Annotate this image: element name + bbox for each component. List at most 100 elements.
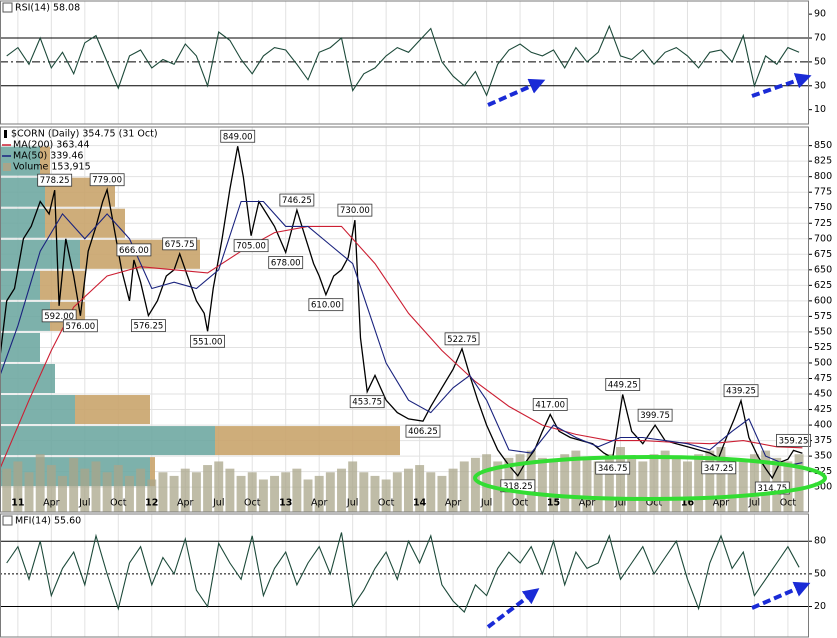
annotation-label: 666.00	[119, 246, 149, 256]
volume-bar	[24, 472, 34, 512]
y-tick-label: 825	[814, 156, 832, 167]
annotation-label: 314.75	[757, 484, 787, 494]
x-tick-label: Oct	[780, 498, 797, 509]
volume-bar	[35, 454, 45, 512]
annotation-box	[444, 332, 480, 346]
volume-bar	[370, 475, 380, 512]
volume-bar	[794, 454, 804, 512]
annotation-label: 730.00	[340, 206, 370, 216]
volume-by-price-up	[0, 301, 50, 331]
volume-bar	[292, 468, 302, 512]
y-tick-label: 800	[814, 171, 832, 182]
y-tick-label: 10	[814, 104, 826, 115]
y-tick-label: 850	[814, 140, 832, 151]
annotation-box	[349, 395, 385, 409]
annotation-label: 849.00	[223, 132, 253, 142]
annotation-label: 705.00	[236, 242, 266, 252]
annotation-box	[637, 408, 673, 422]
y-tick-label: 475	[814, 373, 832, 384]
annotation-label: 779.00	[92, 176, 122, 186]
panel-border	[0, 513, 809, 638]
title-icon	[4, 130, 7, 138]
y-tick-label: 50	[814, 56, 826, 67]
volume-bar	[392, 472, 402, 512]
volume-by-price-up	[0, 426, 215, 456]
volume-bar	[694, 454, 704, 512]
volume-bar	[627, 457, 637, 512]
y-tick-label: 675	[814, 249, 832, 260]
volume-bar	[102, 472, 112, 512]
volume-bar	[158, 472, 168, 512]
volume-bar	[258, 479, 268, 512]
y-tick-label: 525	[814, 342, 832, 353]
volume-bar	[281, 472, 291, 512]
volume-bar	[604, 454, 614, 512]
annotation-box	[62, 319, 98, 333]
annotation-label: 576.00	[65, 322, 95, 332]
annotation-label: 399.75	[640, 411, 670, 421]
x-tick-label: Oct	[646, 498, 663, 509]
annotation-label: 359.25	[779, 436, 809, 446]
annotation-box	[268, 256, 304, 269]
x-tick-label: 14	[413, 498, 427, 509]
annotation-box	[233, 239, 269, 253]
volume-bar	[537, 457, 547, 512]
x-tick-label: Apr	[579, 498, 596, 509]
volume-bar	[270, 475, 280, 512]
annotation-box	[405, 424, 441, 438]
x-tick-label: Jul	[212, 498, 224, 509]
series-line	[0, 225, 803, 469]
volume-bar	[437, 475, 447, 512]
panel-background	[0, 1, 808, 124]
volume-bar	[683, 461, 692, 512]
volume-bar	[180, 468, 190, 512]
y-tick-label: 500	[814, 357, 832, 368]
panel-border	[0, 126, 809, 513]
volume-bar	[303, 479, 313, 512]
volume-by-price-up	[0, 239, 80, 269]
volume-bar	[58, 475, 67, 512]
y-tick-label: 90	[814, 9, 826, 20]
arrow	[487, 78, 546, 107]
x-tick-label: Jul	[614, 498, 626, 509]
arrow	[751, 581, 811, 610]
y-tick-label: 725	[814, 218, 832, 229]
y-tick-label: 425	[814, 404, 832, 415]
volume-bar	[582, 457, 592, 512]
annotation-label: 610.00	[311, 301, 341, 311]
y-tick-label: 300	[814, 482, 832, 493]
volume-by-price-down	[75, 395, 150, 425]
x-tick-label: Jul	[78, 498, 90, 509]
volume-bar	[749, 454, 759, 512]
volume-bar	[2, 468, 12, 512]
volume-bar	[225, 468, 235, 512]
annotation-label: 675.75	[165, 240, 195, 250]
annotation-box	[723, 384, 759, 398]
annotations-overlay	[473, 73, 827, 629]
annotation-box	[131, 319, 166, 333]
annotation-box	[89, 173, 125, 187]
x-tick-label: Apr	[43, 498, 60, 509]
y-tick-label: 350	[814, 451, 832, 462]
volume-bar	[482, 454, 492, 512]
volume-by-price-up	[0, 208, 45, 238]
x-tick-label: Apr	[177, 498, 194, 509]
volume-bar	[571, 450, 581, 512]
y-tick-label: 375	[814, 435, 832, 446]
title-icon	[2, 515, 13, 526]
x-tick-label: Apr	[311, 498, 328, 509]
volume-bar	[727, 457, 737, 512]
volume-bar	[191, 472, 201, 512]
arrow	[486, 588, 540, 629]
volume-bar	[593, 461, 603, 512]
y-tick-label: 70	[814, 33, 826, 44]
annotation-box	[701, 461, 737, 475]
volume-bar	[124, 475, 134, 512]
y-tick-label: 80	[814, 536, 826, 547]
volume-by-price-down	[150, 457, 155, 487]
x-tick-label: Oct	[512, 498, 529, 509]
legend-label: MA(200) 363.44	[13, 140, 90, 151]
x-tick-label: Oct	[244, 498, 261, 509]
volume-bar	[203, 465, 213, 512]
annotation-box	[37, 173, 73, 187]
